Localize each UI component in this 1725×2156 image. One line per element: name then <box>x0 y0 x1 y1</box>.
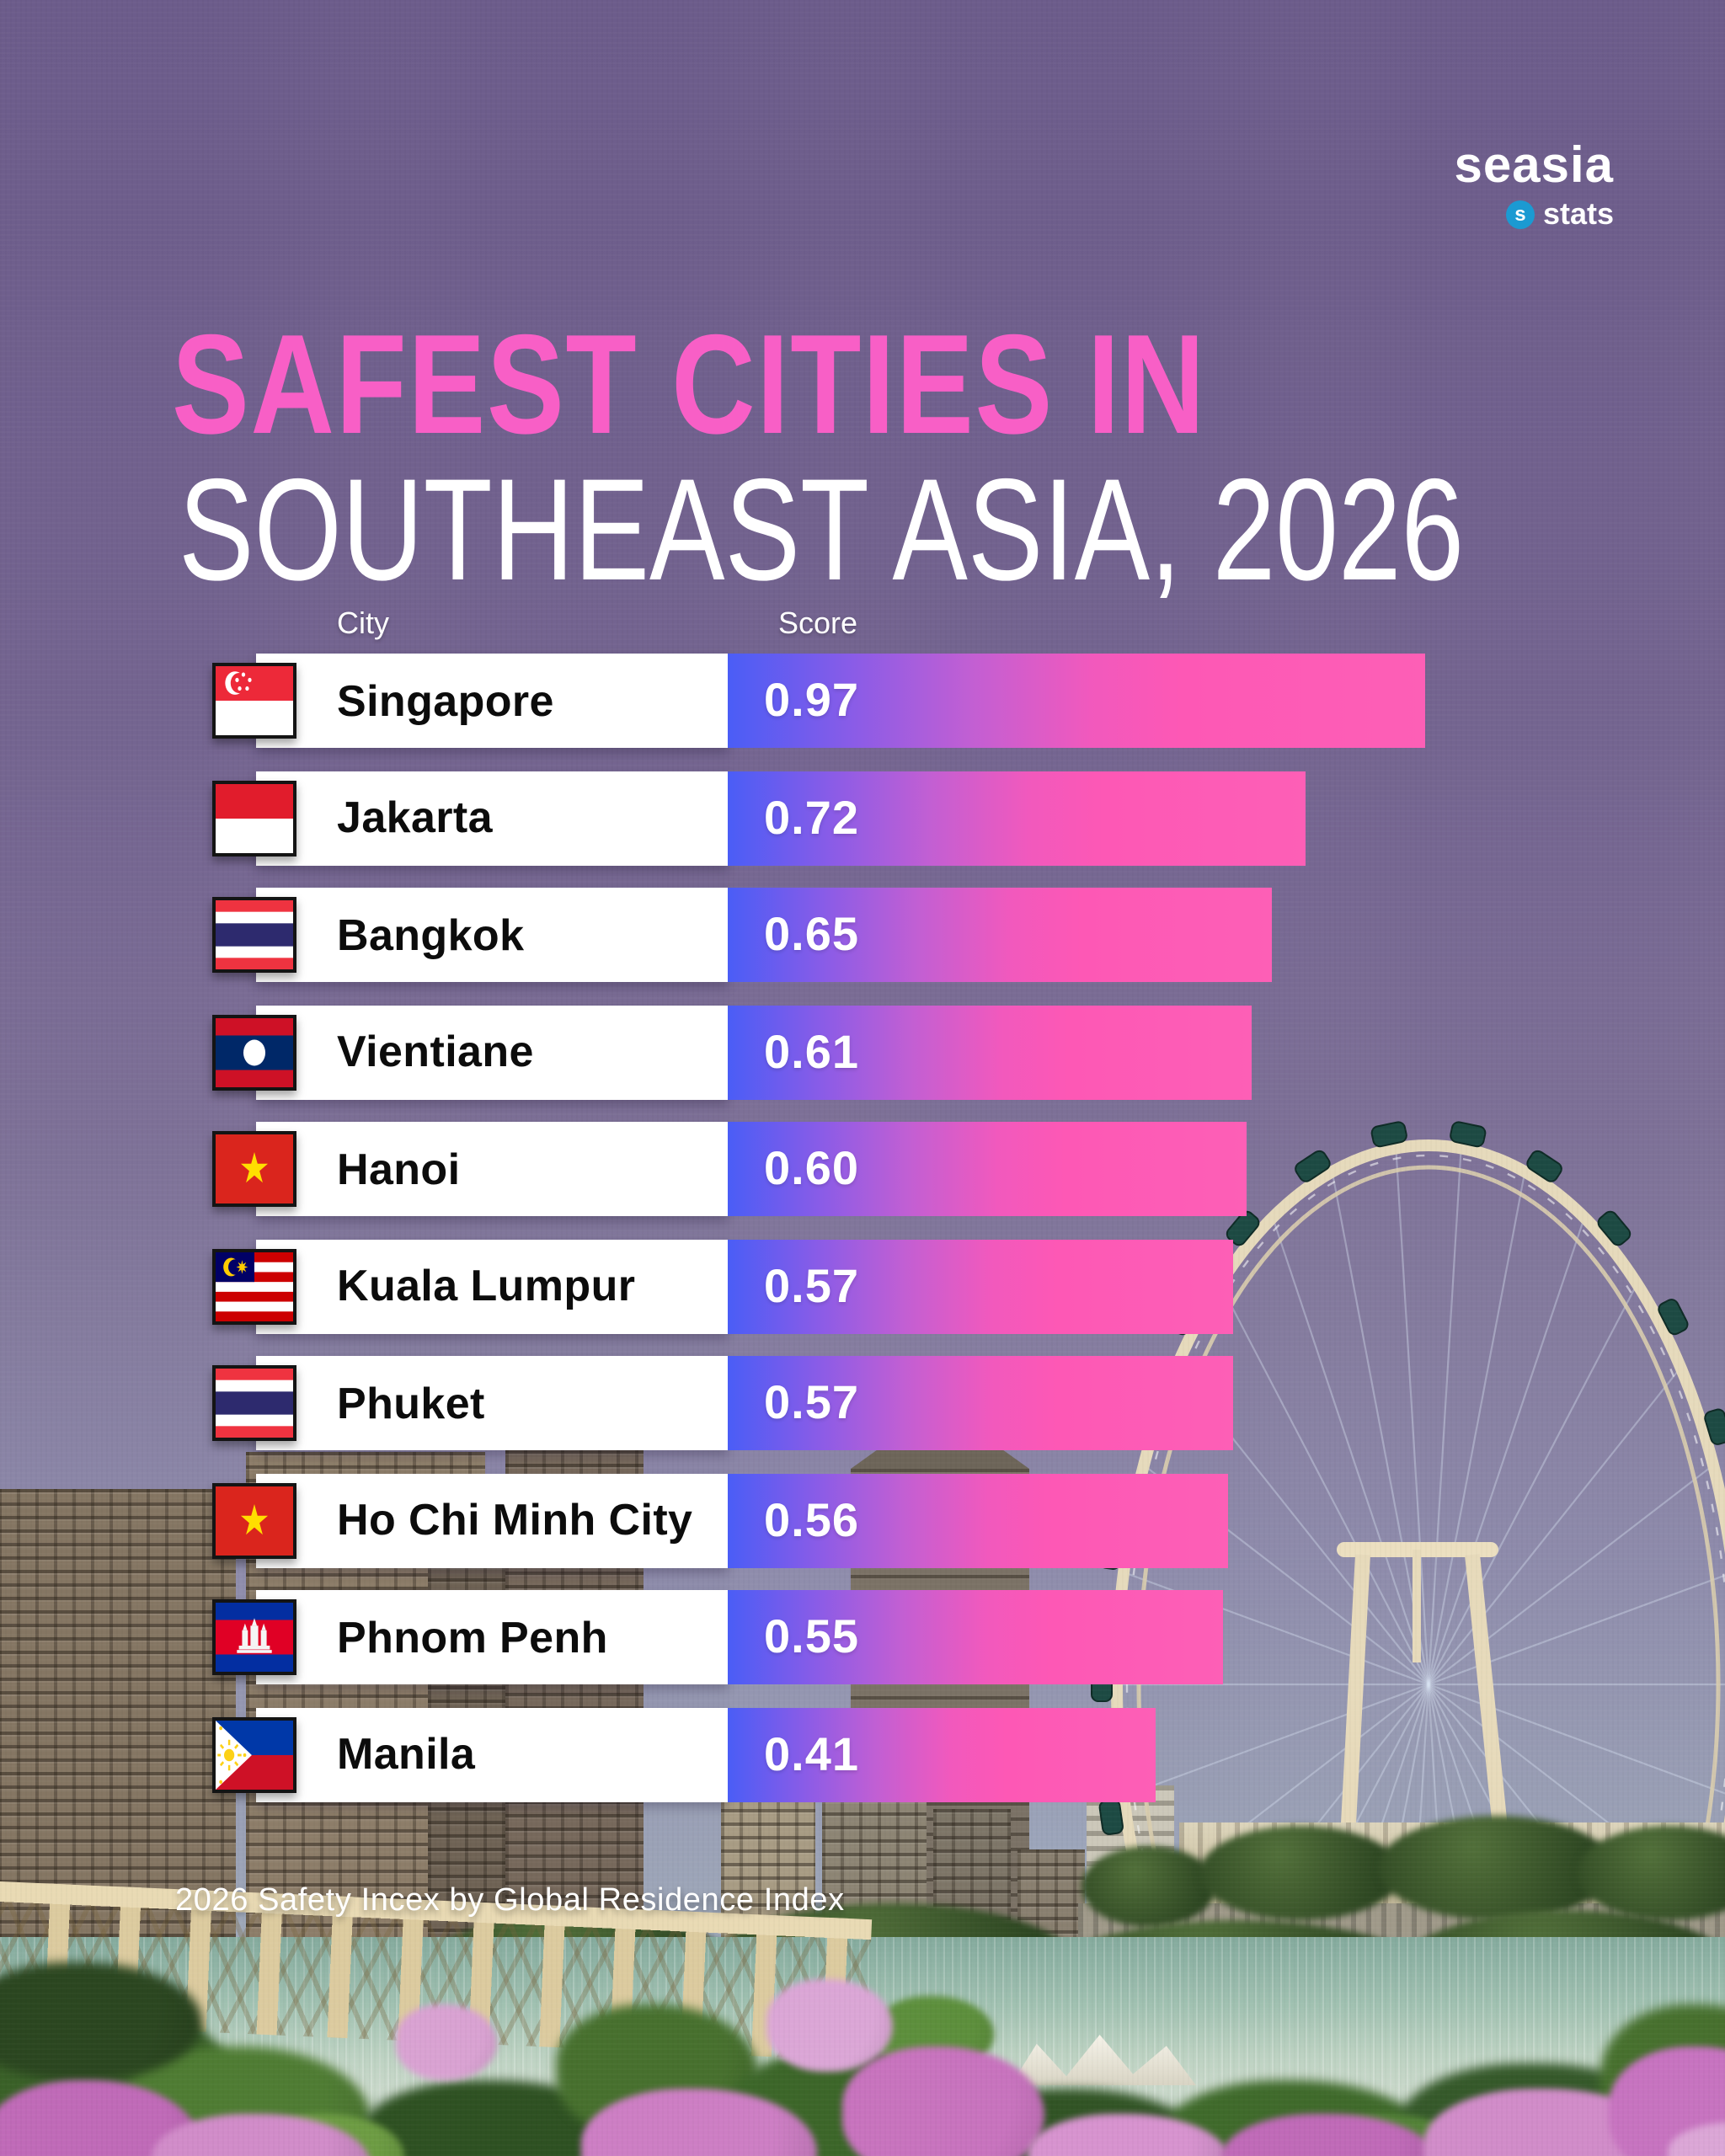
score-bar: 0.97 <box>727 654 1425 748</box>
logo: seasia s stats <box>1454 141 1614 229</box>
flag-malaysia-icon <box>212 1248 296 1324</box>
score-bar: 0.41 <box>727 1707 1156 1801</box>
city-row: Ho Chi Minh City 0.56 <box>0 1473 1725 1567</box>
logo-s-badge-icon: s <box>1505 200 1535 228</box>
score-value: 0.60 <box>764 1142 859 1194</box>
city-label-box: Singapore <box>212 654 727 748</box>
city-name: Manila <box>337 1728 476 1779</box>
flower-foliage-blob <box>0 1962 202 2080</box>
flag-indonesia-icon <box>212 780 296 856</box>
score-value: 0.55 <box>764 1610 859 1662</box>
city-name: Kuala Lumpur <box>337 1260 636 1310</box>
city-label-box: Vientiane <box>212 1005 727 1099</box>
city-row: Kuala Lumpur 0.57 <box>0 1239 1725 1333</box>
score-bar: 0.60 <box>727 1122 1247 1216</box>
score-bar: 0.57 <box>727 1356 1233 1450</box>
flag-vietnam-icon <box>212 1131 296 1207</box>
city-label-box: Ho Chi Minh City <box>212 1473 727 1567</box>
flower-foliage-blob <box>842 2047 1044 2156</box>
city-name: Phnom Penh <box>337 1611 608 1662</box>
score-bar: 0.57 <box>727 1239 1233 1333</box>
score-value: 0.56 <box>764 1493 859 1545</box>
score-value: 0.72 <box>764 791 859 843</box>
flower-foliage-blob <box>581 2089 817 2156</box>
city-row: Vientiane 0.61 <box>0 1005 1725 1099</box>
city-label-box: Bangkok <box>212 888 727 982</box>
city-row: Singapore 0.97 <box>0 654 1725 748</box>
flag-cambodia-icon <box>212 1599 296 1675</box>
city-row: Jakarta 0.72 <box>0 771 1725 865</box>
logo-sub-row: s stats <box>1454 199 1614 229</box>
flag-laos-icon <box>212 1014 296 1090</box>
city-name: Bangkok <box>337 909 525 959</box>
flag-thailand-icon <box>212 897 296 973</box>
city-name: Singapore <box>337 675 554 725</box>
flower-foliage-blob <box>396 2004 497 2080</box>
city-label-box: Kuala Lumpur <box>212 1239 727 1333</box>
flag-philippines-icon <box>212 1716 296 1792</box>
city-label-box: Hanoi <box>212 1122 727 1216</box>
city-row: Manila 0.41 <box>0 1707 1725 1801</box>
score-value: 0.65 <box>764 908 859 960</box>
page-title-line2: SOUTHEAST ASIA, 2026 <box>179 450 1465 611</box>
score-bar: 0.72 <box>727 771 1306 865</box>
tree <box>1378 1816 1614 1920</box>
city-name: Hanoi <box>337 1143 461 1193</box>
page-title-line1: SAFEST CITIES IN <box>172 305 1206 463</box>
score-bar: 0.61 <box>727 1005 1252 1099</box>
score-value: 0.57 <box>764 1259 859 1311</box>
city-row: Phnom Penh 0.55 <box>0 1590 1725 1684</box>
source-attribution: 2026 Safety Incex by Global Residence In… <box>175 1883 845 1919</box>
score-value: 0.57 <box>764 1376 859 1428</box>
flag-singapore-icon <box>212 663 296 739</box>
ranking-rows: Singapore 0.97 Jakarta 0.72 Bangkok 0.65 Vient… <box>0 654 1725 1824</box>
column-header-score: Score <box>778 606 858 640</box>
city-name: Ho Chi Minh City <box>337 1494 693 1545</box>
score-value: 0.61 <box>764 1025 859 1077</box>
city-label-box: Manila <box>212 1707 727 1801</box>
column-header-city: City <box>337 606 389 640</box>
city-label-box: Phnom Penh <box>212 1590 727 1684</box>
logo-brand-text: seasia <box>1454 138 1614 194</box>
city-name: Vientiane <box>337 1026 534 1076</box>
flag-thailand-icon <box>212 1365 296 1441</box>
city-label-box: Phuket <box>212 1356 727 1450</box>
tree <box>1577 1826 1725 1920</box>
city-name: Phuket <box>337 1377 485 1428</box>
city-row: Phuket 0.57 <box>0 1356 1725 1450</box>
score-value: 0.41 <box>764 1727 859 1780</box>
city-name: Jakarta <box>337 792 493 842</box>
city-row: Bangkok 0.65 <box>0 888 1725 982</box>
logo-sub-text: stats <box>1542 197 1614 231</box>
score-bar: 0.55 <box>727 1590 1223 1684</box>
tree <box>1081 1846 1216 1927</box>
flower-foliage-blob <box>1609 2047 1725 2156</box>
city-row: Hanoi 0.60 <box>0 1122 1725 1216</box>
score-bar: 0.65 <box>727 888 1272 982</box>
flag-vietnam-icon <box>212 1482 296 1558</box>
score-bar: 0.56 <box>727 1473 1228 1567</box>
tree <box>1199 1826 1402 1920</box>
flower-foliage-blob <box>766 1979 893 2072</box>
city-label-box: Jakarta <box>212 771 727 865</box>
score-value: 0.97 <box>764 674 859 726</box>
